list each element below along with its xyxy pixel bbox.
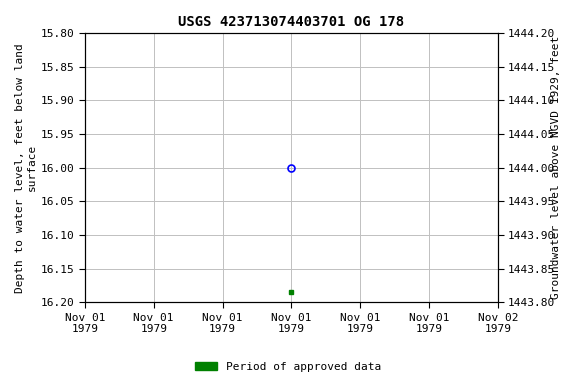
Legend: Period of approved data: Period of approved data (191, 358, 385, 377)
Y-axis label: Groundwater level above NGVD 1929, feet: Groundwater level above NGVD 1929, feet (551, 36, 561, 299)
Y-axis label: Depth to water level, feet below land
surface: Depth to water level, feet below land su… (15, 43, 37, 293)
Title: USGS 423713074403701 OG 178: USGS 423713074403701 OG 178 (179, 15, 404, 29)
